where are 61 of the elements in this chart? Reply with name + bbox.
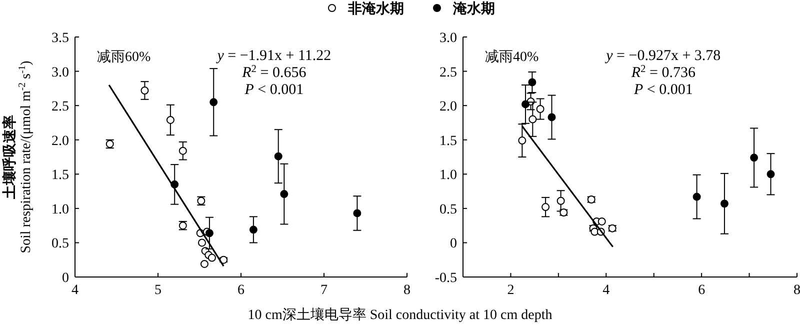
point bbox=[208, 254, 216, 262]
annotation: R$^{2}$ = 0.656 bbox=[241, 64, 307, 81]
y-tick-label: 3.5 bbox=[52, 31, 69, 46]
x-tick-label: 2 bbox=[507, 283, 514, 298]
point bbox=[750, 154, 758, 162]
x-tick-label: 7 bbox=[320, 283, 328, 298]
point bbox=[178, 146, 187, 155]
point bbox=[198, 238, 206, 247]
legend-label: 淹水期 bbox=[452, 1, 495, 17]
point bbox=[548, 113, 556, 122]
point bbox=[598, 217, 606, 226]
y-tick-label: 2.5 bbox=[440, 65, 457, 80]
y-tick-label: 0 bbox=[450, 236, 457, 252]
point bbox=[720, 200, 728, 208]
point bbox=[522, 100, 530, 108]
y-tick-label: 1.0 bbox=[52, 202, 69, 218]
annotation: 减雨40% bbox=[485, 49, 539, 65]
y-tick-label: 3.0 bbox=[440, 31, 457, 46]
point bbox=[518, 136, 526, 145]
y-tick-label: 1.5 bbox=[440, 134, 457, 149]
y-tick-label: 1.5 bbox=[52, 168, 69, 184]
point bbox=[200, 260, 208, 268]
point bbox=[528, 115, 537, 124]
annotation: R$^{2}$ = 0.736 bbox=[630, 64, 696, 81]
y-tick-label: 3.0 bbox=[52, 65, 69, 80]
x-tick-label: 8 bbox=[794, 283, 800, 298]
point bbox=[166, 116, 174, 124]
point bbox=[140, 86, 149, 94]
annotation: y = −0.927x + 3.78 bbox=[604, 48, 721, 64]
point bbox=[280, 190, 288, 198]
point bbox=[556, 196, 565, 205]
y-tick-label: 2.0 bbox=[440, 100, 457, 115]
point bbox=[210, 98, 218, 106]
point bbox=[353, 209, 362, 218]
annotation: 减雨60% bbox=[97, 49, 151, 65]
y-tick-label: 1.0 bbox=[440, 168, 457, 184]
x-tick-label: 6 bbox=[238, 283, 244, 298]
legend-label: 非淹水期 bbox=[347, 1, 404, 17]
x-tick-label: 6 bbox=[698, 283, 706, 298]
x-axis-title: 10 cm深土壤电导率 Soil conductivity at 10 cm depth bbox=[248, 307, 552, 323]
annotation: y = −1.91x + 11.22 bbox=[215, 48, 332, 64]
x-tick-label: 4 bbox=[72, 283, 78, 298]
x-tick-label: 8 bbox=[404, 283, 410, 298]
y-tick-label: 0.5 bbox=[440, 202, 457, 218]
y-tick-label: 0.5 bbox=[52, 236, 69, 252]
y-tick-label: 2.5 bbox=[52, 100, 69, 115]
point bbox=[274, 152, 282, 160]
point bbox=[249, 226, 258, 234]
y-tick-label: 0 bbox=[62, 271, 69, 286]
y-tick-label: 2.0 bbox=[52, 134, 69, 149]
point bbox=[528, 78, 536, 86]
point bbox=[542, 203, 550, 212]
x-tick-label: 4 bbox=[602, 283, 610, 298]
point bbox=[205, 229, 214, 238]
annotation: P < 0.001 bbox=[632, 82, 693, 98]
annotation: P < 0.001 bbox=[244, 82, 304, 98]
point bbox=[536, 105, 544, 113]
x-tick-label: 5 bbox=[154, 283, 162, 298]
point bbox=[766, 170, 775, 178]
point bbox=[692, 192, 701, 201]
y-tick-label: -0.5 bbox=[434, 271, 457, 286]
